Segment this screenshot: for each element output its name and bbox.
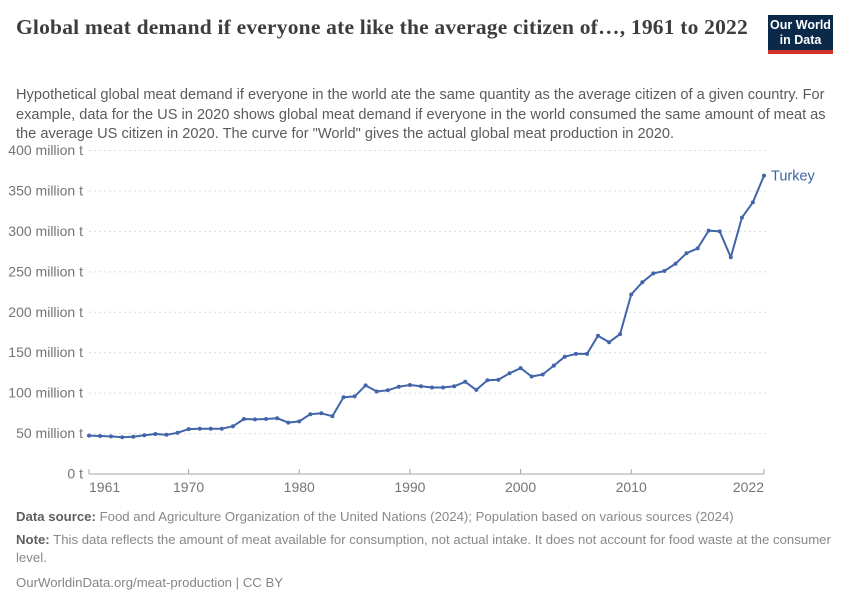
data-point [396, 384, 401, 389]
data-point [419, 384, 423, 389]
data-point [219, 426, 224, 431]
data-point [596, 333, 600, 338]
data-point [319, 411, 324, 416]
data-point [264, 417, 268, 421]
y-tick-label: 400 million t [8, 142, 83, 158]
x-tick-label: 2000 [505, 479, 536, 495]
data-point [452, 384, 457, 389]
data-point [253, 417, 257, 422]
data-line-turkey [88, 174, 765, 439]
data-point [286, 420, 291, 425]
y-tick-label: 350 million t [8, 182, 83, 198]
data-point [607, 340, 612, 345]
data-point [562, 354, 567, 359]
data-source-text: Food and Agriculture Organization of the… [99, 509, 734, 524]
data-point [98, 434, 103, 438]
data-point [352, 394, 357, 399]
data-point [374, 389, 379, 394]
data-point [341, 395, 346, 400]
data-point [230, 424, 235, 429]
data-point [275, 416, 280, 421]
data-point [651, 271, 656, 276]
data-point [762, 173, 766, 178]
data-point [142, 433, 147, 438]
data-point [153, 432, 158, 436]
data-point [164, 432, 169, 437]
note-line: Note: This data reflects the amount of m… [16, 531, 836, 567]
data-point [363, 383, 368, 388]
y-tick-label: 50 million t [16, 425, 83, 441]
line-chart-canvas: 0 t 50 million t 100 million t 150 million … [8, 142, 816, 495]
x-tick-label: 1980 [284, 479, 315, 495]
data-point [308, 412, 313, 417]
data-point [673, 261, 678, 266]
x-tick-label: 2022 [733, 479, 764, 495]
data-point [208, 426, 213, 431]
y-tick-label: 200 million t [8, 304, 83, 320]
data-point [430, 385, 434, 390]
series-end-label: Turkey [771, 169, 816, 185]
data-point [695, 246, 700, 251]
y-tick-label: 0 t [67, 466, 83, 482]
data-point [297, 419, 302, 424]
data-source-line: Data source: Food and Agriculture Organi… [16, 508, 836, 526]
data-point [120, 435, 125, 440]
data-point [551, 363, 556, 368]
data-point [573, 351, 578, 356]
attribution-link[interactable]: OurWorldinData.org/meat-production | CC … [16, 575, 284, 590]
y-tick-label: 100 million t [8, 385, 83, 401]
owid-logo[interactable]: Our World in Data [768, 15, 833, 54]
data-point [496, 377, 501, 382]
note-text: This data reflects the amount of meat av… [16, 532, 831, 565]
line-chart: 0 t 50 million t 100 million t 150 million … [0, 140, 850, 500]
data-point [618, 332, 623, 337]
data-point [197, 426, 202, 431]
owid-logo-line2: in Data [779, 33, 822, 47]
data-point [662, 269, 667, 273]
y-tick-label: 150 million t [8, 344, 83, 360]
chart-subtitle: Hypothetical global meat demand if every… [16, 87, 826, 142]
data-point [540, 372, 545, 377]
chart-footer: Data source: Food and Agriculture Organi… [16, 508, 836, 592]
data-point [529, 374, 534, 379]
data-point [87, 433, 91, 438]
data-point [585, 351, 589, 356]
data-point [485, 378, 490, 383]
data-point [739, 215, 744, 220]
data-point [330, 414, 335, 419]
data-point [186, 427, 191, 432]
data-point [717, 229, 722, 234]
data-point [629, 292, 634, 297]
data-point [518, 366, 523, 371]
data-point [441, 385, 446, 390]
data-source-label: Data source: [16, 509, 96, 524]
data-point [750, 200, 755, 205]
x-tick-label: 1990 [394, 479, 425, 495]
x-tick-label: 1961 [89, 479, 120, 495]
page-title: Global meat demand if everyone ate like … [16, 15, 748, 39]
data-point [385, 388, 390, 393]
note-label: Note: [16, 532, 50, 547]
x-tick-label: 2010 [616, 479, 647, 495]
y-tick-label: 250 million t [8, 263, 83, 279]
data-point [109, 434, 114, 439]
y-tick-label: 300 million t [8, 223, 83, 239]
data-point [706, 228, 711, 233]
data-point [463, 379, 468, 384]
data-point [640, 280, 645, 285]
x-tick-label: 1970 [173, 479, 204, 495]
data-point [728, 255, 733, 260]
data-point [407, 383, 412, 387]
owid-logo-line1: Our World [770, 18, 831, 32]
data-point [175, 430, 180, 435]
data-point [131, 434, 136, 439]
data-point [507, 371, 512, 376]
data-point [474, 387, 479, 392]
data-point [241, 417, 246, 421]
data-point [684, 251, 689, 256]
